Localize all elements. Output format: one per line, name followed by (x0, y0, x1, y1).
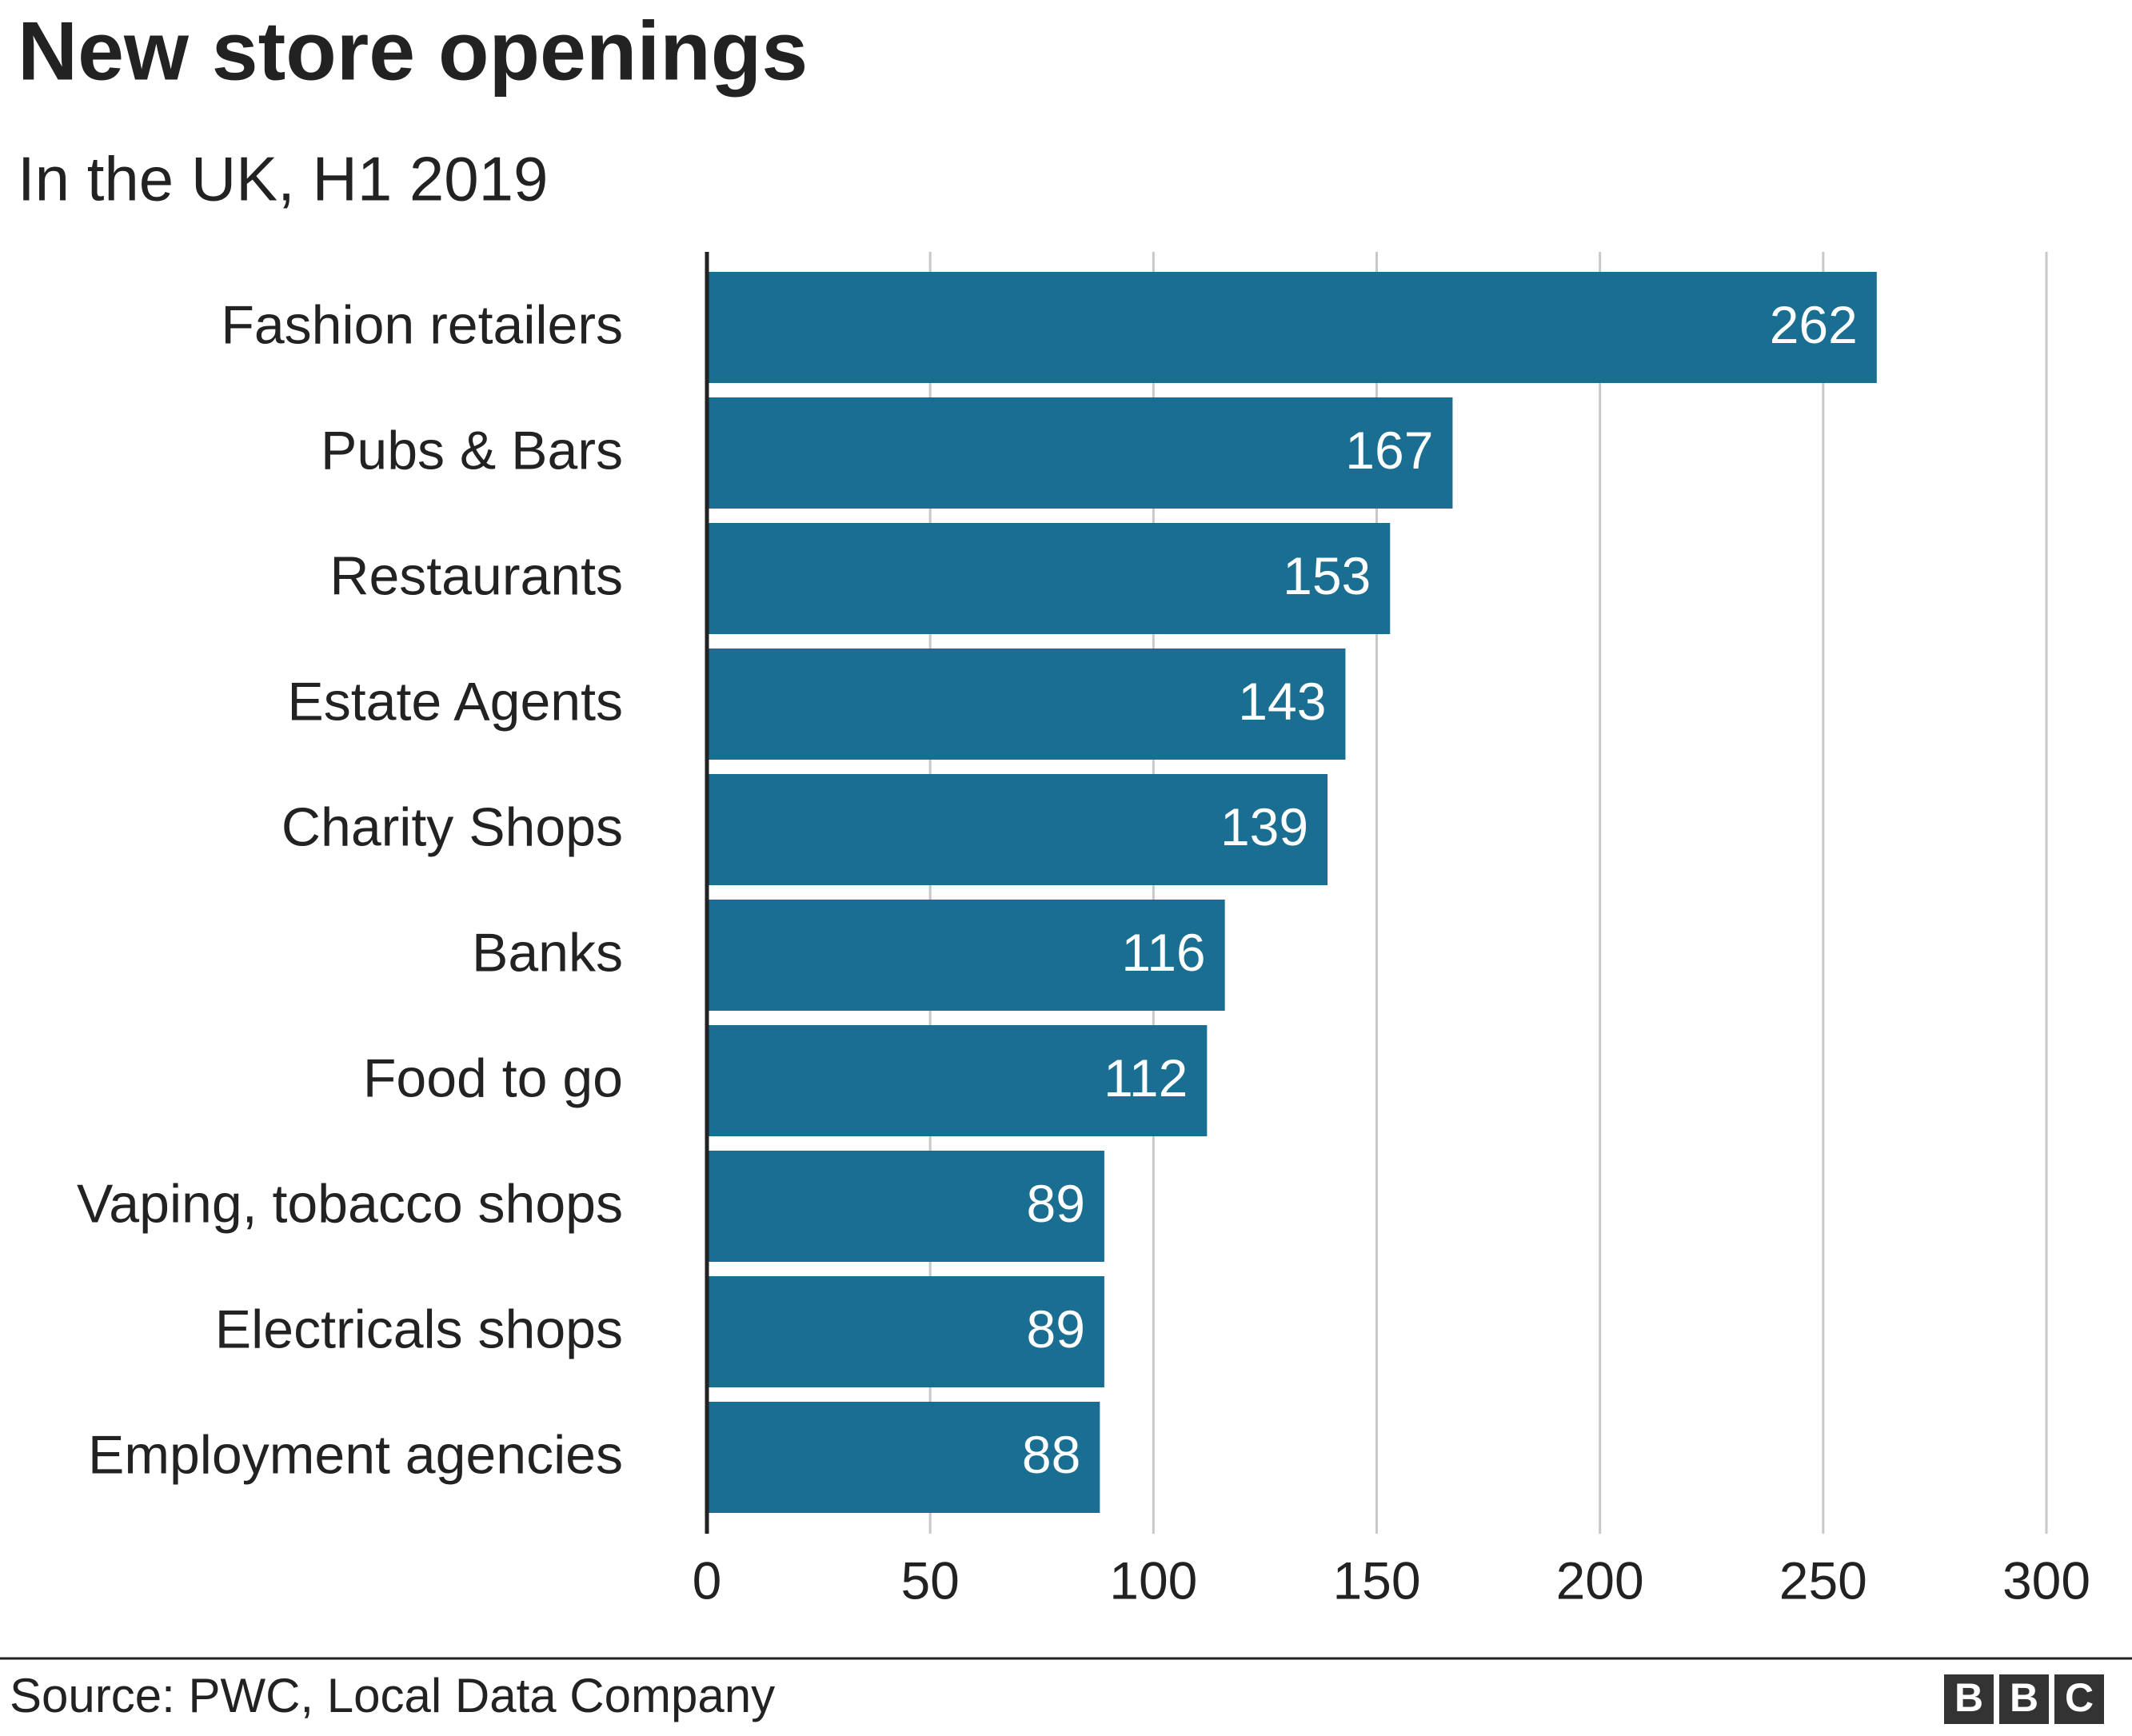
bar (707, 900, 1225, 1011)
value-label: 153 (1283, 546, 1371, 605)
x-tick-label: 150 (1332, 1550, 1420, 1610)
y-tick-label: Estate Agents (287, 671, 623, 732)
value-label: 112 (1104, 1048, 1188, 1107)
value-label: 116 (1121, 923, 1205, 982)
x-tick-label: 0 (693, 1550, 722, 1610)
y-tick-label: Banks (472, 922, 623, 983)
y-tick-label: Food to go (363, 1048, 623, 1108)
logo-box (2054, 1674, 2104, 1724)
bar (707, 523, 1391, 634)
bar (707, 1151, 1104, 1262)
y-tick-label: Electricals shops (215, 1299, 623, 1359)
y-tick-label: Pubs & Bars (321, 420, 623, 481)
logo-letter: B (2010, 1675, 2038, 1720)
logo-box (1999, 1674, 2049, 1724)
bar (707, 649, 1346, 760)
bar (707, 1025, 1208, 1136)
y-tick-label: Fashion retailers (221, 294, 623, 355)
value-label: 88 (1022, 1425, 1080, 1484)
logo-box (1944, 1674, 1994, 1724)
logo-letter: B (1954, 1675, 1983, 1720)
x-tick-label: 250 (1779, 1550, 1867, 1610)
y-tick-label: Charity Shops (281, 796, 623, 857)
chart-title: New store openings (18, 5, 808, 98)
x-tick-label: 50 (900, 1550, 959, 1610)
value-label: 89 (1026, 1299, 1084, 1359)
value-label: 262 (1770, 295, 1858, 354)
bar (707, 397, 1453, 509)
value-label: 139 (1220, 797, 1308, 856)
chart-subtitle: In the UK, H1 2019 (18, 144, 548, 214)
value-label: 143 (1238, 672, 1326, 731)
x-tick-label: 300 (2002, 1550, 2090, 1610)
source: Source: PWC, Local Data Company (10, 1669, 775, 1722)
value-label: 167 (1345, 421, 1433, 480)
y-tick-label: Vaping, tobacco shops (77, 1173, 623, 1234)
bar (707, 774, 1328, 885)
bar (707, 1402, 1100, 1513)
x-tick-label: 200 (1556, 1550, 1644, 1610)
bar (707, 272, 1877, 383)
logo-letter: C (2065, 1675, 2094, 1720)
y-tick-label: Employment agencies (88, 1424, 623, 1485)
bar (707, 1276, 1104, 1387)
x-tick-label: 100 (1109, 1550, 1197, 1610)
value-label: 89 (1026, 1174, 1084, 1233)
y-tick-label: Restaurants (329, 545, 623, 606)
